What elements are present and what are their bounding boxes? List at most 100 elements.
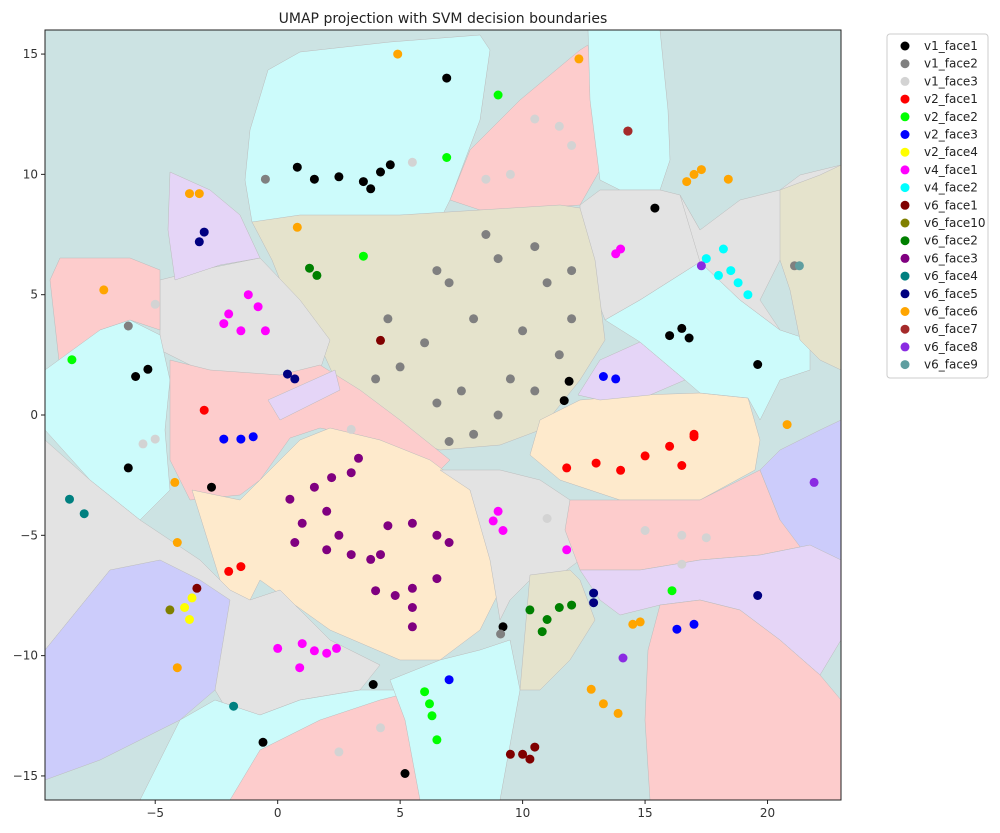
point-v1_face1 [650,203,660,213]
point-v2_face2 [442,153,452,162]
legend-label: v6_face3 [924,251,978,265]
series-v2_face2 [67,90,677,745]
point-v4_face1 [260,326,270,336]
point-v6_face5 [290,374,300,384]
legend-item-v6_face4: v6_face4 [900,269,978,283]
point-v1_face1 [368,680,378,689]
legend-label: v6_face10 [924,216,986,230]
point-v2_face2 [358,251,368,261]
point-v2_face2 [493,90,503,100]
point-v6_face3 [322,506,332,516]
point-v2_face1 [224,566,234,576]
point-v1_face1 [753,360,763,369]
y-tick-label: 0 [30,408,38,422]
series-v6_face6 [99,49,792,718]
legend-item-v6_face5: v6_face5 [900,287,978,301]
region-cyan-bottommid [389,639,521,800]
point-v6_face1 [518,749,528,759]
point-v1_face1 [559,396,569,406]
point-v1_face2 [456,386,466,396]
point-v6_face6 [635,617,645,627]
y-axis: −15 −10 −5 0 5 10 15 [13,47,45,783]
legend-item-v4_face2: v4_face2 [900,181,978,195]
point-v2_face1 [199,405,209,415]
point-v6_face3 [327,473,337,483]
point-v6_face5 [199,227,209,237]
y-tick-label: 15 [23,47,38,61]
point-v1_face1 [123,463,133,473]
point-v6_face6 [696,165,706,175]
legend-item-v6_face1: v6_face1 [900,198,978,212]
point-v4_face2 [701,254,711,264]
point-v4_face1 [562,545,572,555]
point-v2_face1 [591,458,601,468]
point-v6_face5 [283,369,292,379]
legend-label: v4_face1 [924,163,978,177]
series-v1_face3 [138,114,711,757]
point-v1_face3 [376,723,385,733]
legend-item-v6_face2: v6_face2 [900,234,978,248]
point-v1_face2 [469,314,479,324]
legend-label: v6_face4 [924,269,978,283]
point-v1_face2 [530,242,540,252]
point-v2_face3 [598,372,608,381]
y-tick-label: −10 [13,649,38,663]
point-v1_face2 [260,174,270,184]
point-v1_face3 [481,174,491,184]
legend-item-v1_face2: v1_face2 [900,57,978,71]
legend-marker [900,94,910,104]
point-v1_face1 [564,376,574,386]
legend-marker [900,253,910,263]
point-v2_face3 [219,434,229,444]
point-v1_face1 [366,184,376,194]
x-tick-label: −5 [146,806,164,820]
point-v6_face3 [383,521,393,531]
point-v4_face1 [611,249,621,259]
point-v6_face6 [99,285,109,295]
series-v6_face7 [623,126,633,136]
point-v6_face2 [525,605,535,615]
legend-label: v6_face7 [924,322,978,336]
point-v1_face1 [498,622,508,632]
point-v2_face3 [689,619,699,629]
legend-label: v2_face4 [924,145,978,159]
legend-marker [900,236,910,246]
legend-marker [900,289,910,299]
region-pink-bottomright [644,599,841,800]
point-v4_face1 [273,643,283,653]
legend-label: v6_face6 [924,305,978,319]
point-v6_face6 [689,169,699,179]
point-v1_face1 [207,482,216,492]
legend-label: v6_face2 [924,234,978,248]
point-v6_face3 [407,603,417,612]
point-v1_face2 [383,314,393,324]
point-v2_face2 [420,687,430,697]
point-v4_face1 [243,290,253,300]
point-v6_face6 [172,663,182,673]
point-v1_face1 [677,323,687,333]
point-v6_face3 [309,482,319,492]
point-v1_face3 [138,439,148,449]
legend-label: v6_face8 [924,340,978,354]
legend-label: v2_face3 [924,128,978,142]
legend-item-v2_face3: v2_face3 [900,128,978,142]
point-v6_face1 [530,742,540,752]
point-v6_face3 [432,530,442,540]
legend-marker [900,183,910,193]
region-cyan-topright [587,30,671,191]
series-v6_face9 [794,261,804,271]
point-v1_face3 [701,533,711,543]
point-v6_face1 [525,754,535,764]
point-v2_face4 [185,615,194,624]
point-v1_face2 [567,266,577,276]
series-v6_face8 [618,261,819,663]
y-tick-label: −15 [13,769,38,783]
legend-marker [900,147,910,157]
series-v6_face4 [65,494,239,711]
y-tick-label: 5 [30,288,38,302]
point-v1_face2 [481,230,491,239]
decision-regions [45,30,841,800]
legend-marker [900,165,910,175]
point-v4_face2 [733,278,743,288]
